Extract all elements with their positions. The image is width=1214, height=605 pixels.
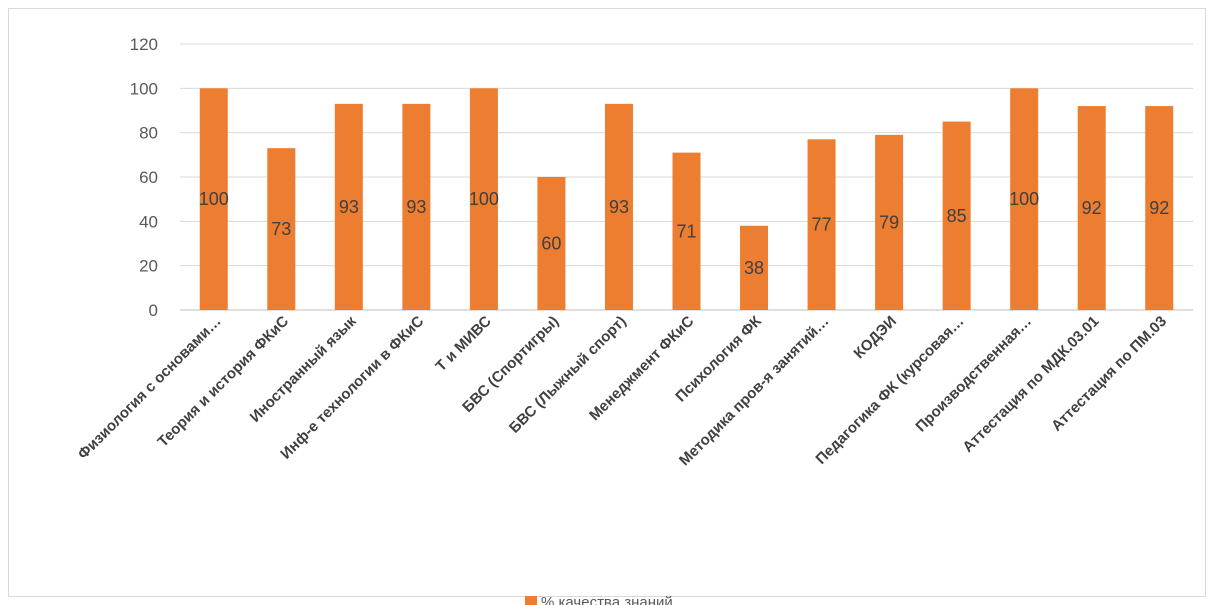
x-axis-labels: Физиология с основами…Теория и история Ф… <box>75 312 1170 469</box>
x-tick-label: БВС (Лыжный спорт) <box>506 313 630 437</box>
x-tick-label: Производственная… <box>912 313 1035 436</box>
legend-label: % качества знаний <box>541 594 673 605</box>
bar <box>875 134 904 310</box>
bar <box>1077 106 1106 310</box>
data-label: 79 <box>879 212 899 232</box>
data-labels: 100 73 93 93 100 60 93 71 38 77 79 85 100 92 92 <box>199 189 1170 278</box>
data-label: 92 <box>1149 198 1169 218</box>
bar <box>199 88 228 310</box>
data-label: 93 <box>339 197 359 217</box>
x-tick-label: Аттестация по ПМ.03 <box>1048 313 1170 435</box>
y-tick-label: 80 <box>139 124 158 143</box>
data-label: 92 <box>1082 198 1102 218</box>
bar <box>402 103 431 310</box>
y-tick-label: 60 <box>139 168 158 187</box>
data-label: 60 <box>541 234 561 254</box>
bar <box>942 121 971 310</box>
x-tick-label: КОДЭИ <box>851 313 900 362</box>
bar <box>1145 106 1174 310</box>
legend: % качества знаний <box>525 594 673 605</box>
data-label: 100 <box>199 189 229 209</box>
bar <box>604 103 633 310</box>
legend-swatch <box>525 596 537 605</box>
x-tick-label: Аттестация по МДК.03.01 <box>959 313 1102 456</box>
data-label: 100 <box>469 189 499 209</box>
x-tick-label: Теория и история ФКиС <box>154 313 292 451</box>
x-tick-label: Инф-е технологии в ФКиС <box>277 313 427 463</box>
y-tick-label: 20 <box>139 257 158 276</box>
y-tick-label: 100 <box>130 79 158 98</box>
bar <box>537 177 566 310</box>
data-label: 100 <box>1009 189 1039 209</box>
data-label: 38 <box>744 258 764 278</box>
data-label: 73 <box>271 219 291 239</box>
y-tick-label: 40 <box>139 212 158 231</box>
y-tick-label: 120 <box>130 35 158 54</box>
data-label: 85 <box>947 206 967 226</box>
bar <box>1010 88 1039 310</box>
x-tick-label: Т и МИВС <box>432 313 494 375</box>
x-tick-label: Методика пров-я занятий… <box>676 313 832 469</box>
bar <box>334 103 363 310</box>
bars <box>199 88 1174 310</box>
y-tick-label: 0 <box>149 301 158 320</box>
bar <box>740 225 769 310</box>
bar <box>807 139 836 310</box>
data-label: 93 <box>609 197 629 217</box>
x-tick-label: Физиология с основами… <box>75 313 225 463</box>
data-label: 93 <box>406 197 426 217</box>
bar <box>267 148 296 310</box>
bar <box>672 152 701 310</box>
bar <box>469 88 498 310</box>
data-label: 77 <box>812 215 832 235</box>
y-axis-ticks: 0 20 40 60 80 100 120 <box>130 35 158 320</box>
data-label: 71 <box>676 221 696 241</box>
